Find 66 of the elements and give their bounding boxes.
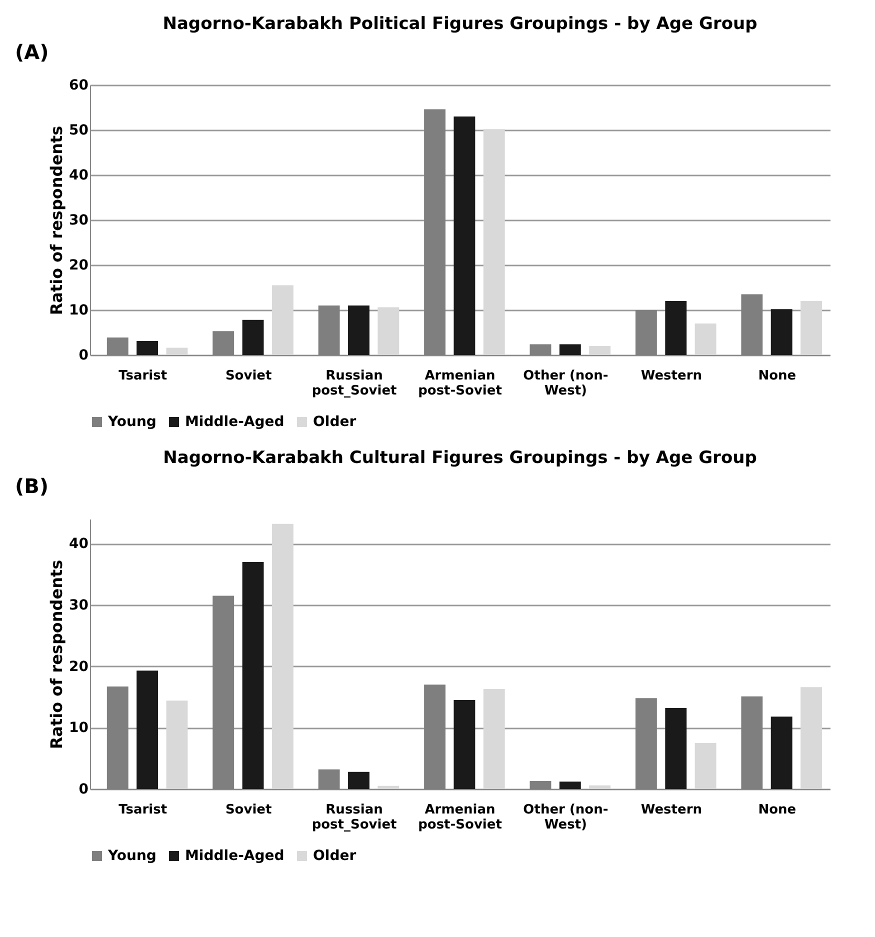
y-tick-label: 20	[69, 658, 89, 675]
bar	[166, 700, 188, 789]
x-tick-label: None	[758, 802, 796, 818]
x-tick-label: Soviet	[225, 368, 272, 384]
bar	[348, 306, 370, 355]
legend-label: Middle-Aged	[185, 414, 284, 430]
bar	[800, 687, 822, 789]
bar	[242, 562, 264, 789]
bar	[589, 785, 611, 789]
bar	[559, 344, 581, 355]
text: (A)	[15, 40, 49, 64]
bar	[136, 341, 158, 355]
y-axis-title: Ratio of respondents	[47, 560, 66, 750]
bar	[694, 742, 716, 789]
bar	[483, 129, 505, 355]
y-tick-label: 30	[69, 597, 89, 614]
bar	[483, 688, 505, 789]
x-tick-label: Soviet	[225, 802, 272, 818]
x-tick-label: Western	[640, 802, 702, 818]
x-tick-label: Other (non- West)	[523, 802, 608, 832]
y-tick-label: 40	[69, 536, 89, 552]
y-tick-label: 10	[69, 302, 89, 318]
legend-label: Young	[107, 414, 156, 430]
bar	[454, 116, 476, 355]
legend-label: Middle-Aged	[185, 848, 284, 864]
y-tick-label: 0	[78, 782, 89, 798]
bar	[800, 301, 822, 355]
bar	[589, 346, 611, 355]
bar	[272, 285, 294, 355]
bar	[272, 524, 294, 789]
x-tick-label: Tsarist	[118, 802, 168, 818]
bar	[242, 320, 264, 355]
chart-title: Nagorno-Karabakh Cultural Figures Groupings - by Age Group	[163, 448, 757, 468]
x-tick-label: Russian post_Soviet	[312, 802, 397, 832]
chart-title: Nagorno-Karabakh Political Figures Groupings - by Age Group	[162, 14, 758, 34]
y-tick-label: 20	[69, 258, 89, 274]
x-tick-label: Russian post_Soviet	[312, 368, 397, 398]
y-axis-title: Ratio of respondents	[47, 126, 66, 316]
x-tick-label: Other (non- West)	[523, 368, 608, 398]
y-tick-label: 0	[78, 348, 89, 364]
bar	[166, 348, 188, 355]
legend-label: Older	[313, 848, 356, 864]
bar	[770, 309, 792, 355]
bar	[665, 708, 687, 789]
bar	[454, 700, 476, 789]
bar	[136, 670, 158, 789]
x-tick-label: Armenian post-Soviet	[418, 368, 502, 398]
x-tick-label: Armenian post-Soviet	[418, 802, 502, 832]
bar	[378, 786, 400, 789]
x-tick-label: Western	[640, 368, 702, 384]
y-tick-label: 40	[69, 168, 89, 184]
y-tick-label: 10	[69, 720, 89, 736]
x-tick-label: None	[758, 368, 796, 384]
y-tick-label: 30	[69, 212, 89, 228]
bar	[694, 324, 716, 355]
legend-label: Young	[107, 848, 156, 864]
bar	[378, 307, 400, 355]
bar	[348, 772, 370, 789]
bar	[559, 782, 581, 789]
y-tick-label: 60	[69, 78, 89, 94]
legend-label: Older	[313, 414, 356, 430]
text: (B)	[15, 474, 49, 498]
y-tick-label: 50	[69, 122, 89, 138]
bar	[665, 301, 687, 355]
bar	[770, 716, 792, 789]
x-tick-label: Tsarist	[118, 368, 168, 384]
